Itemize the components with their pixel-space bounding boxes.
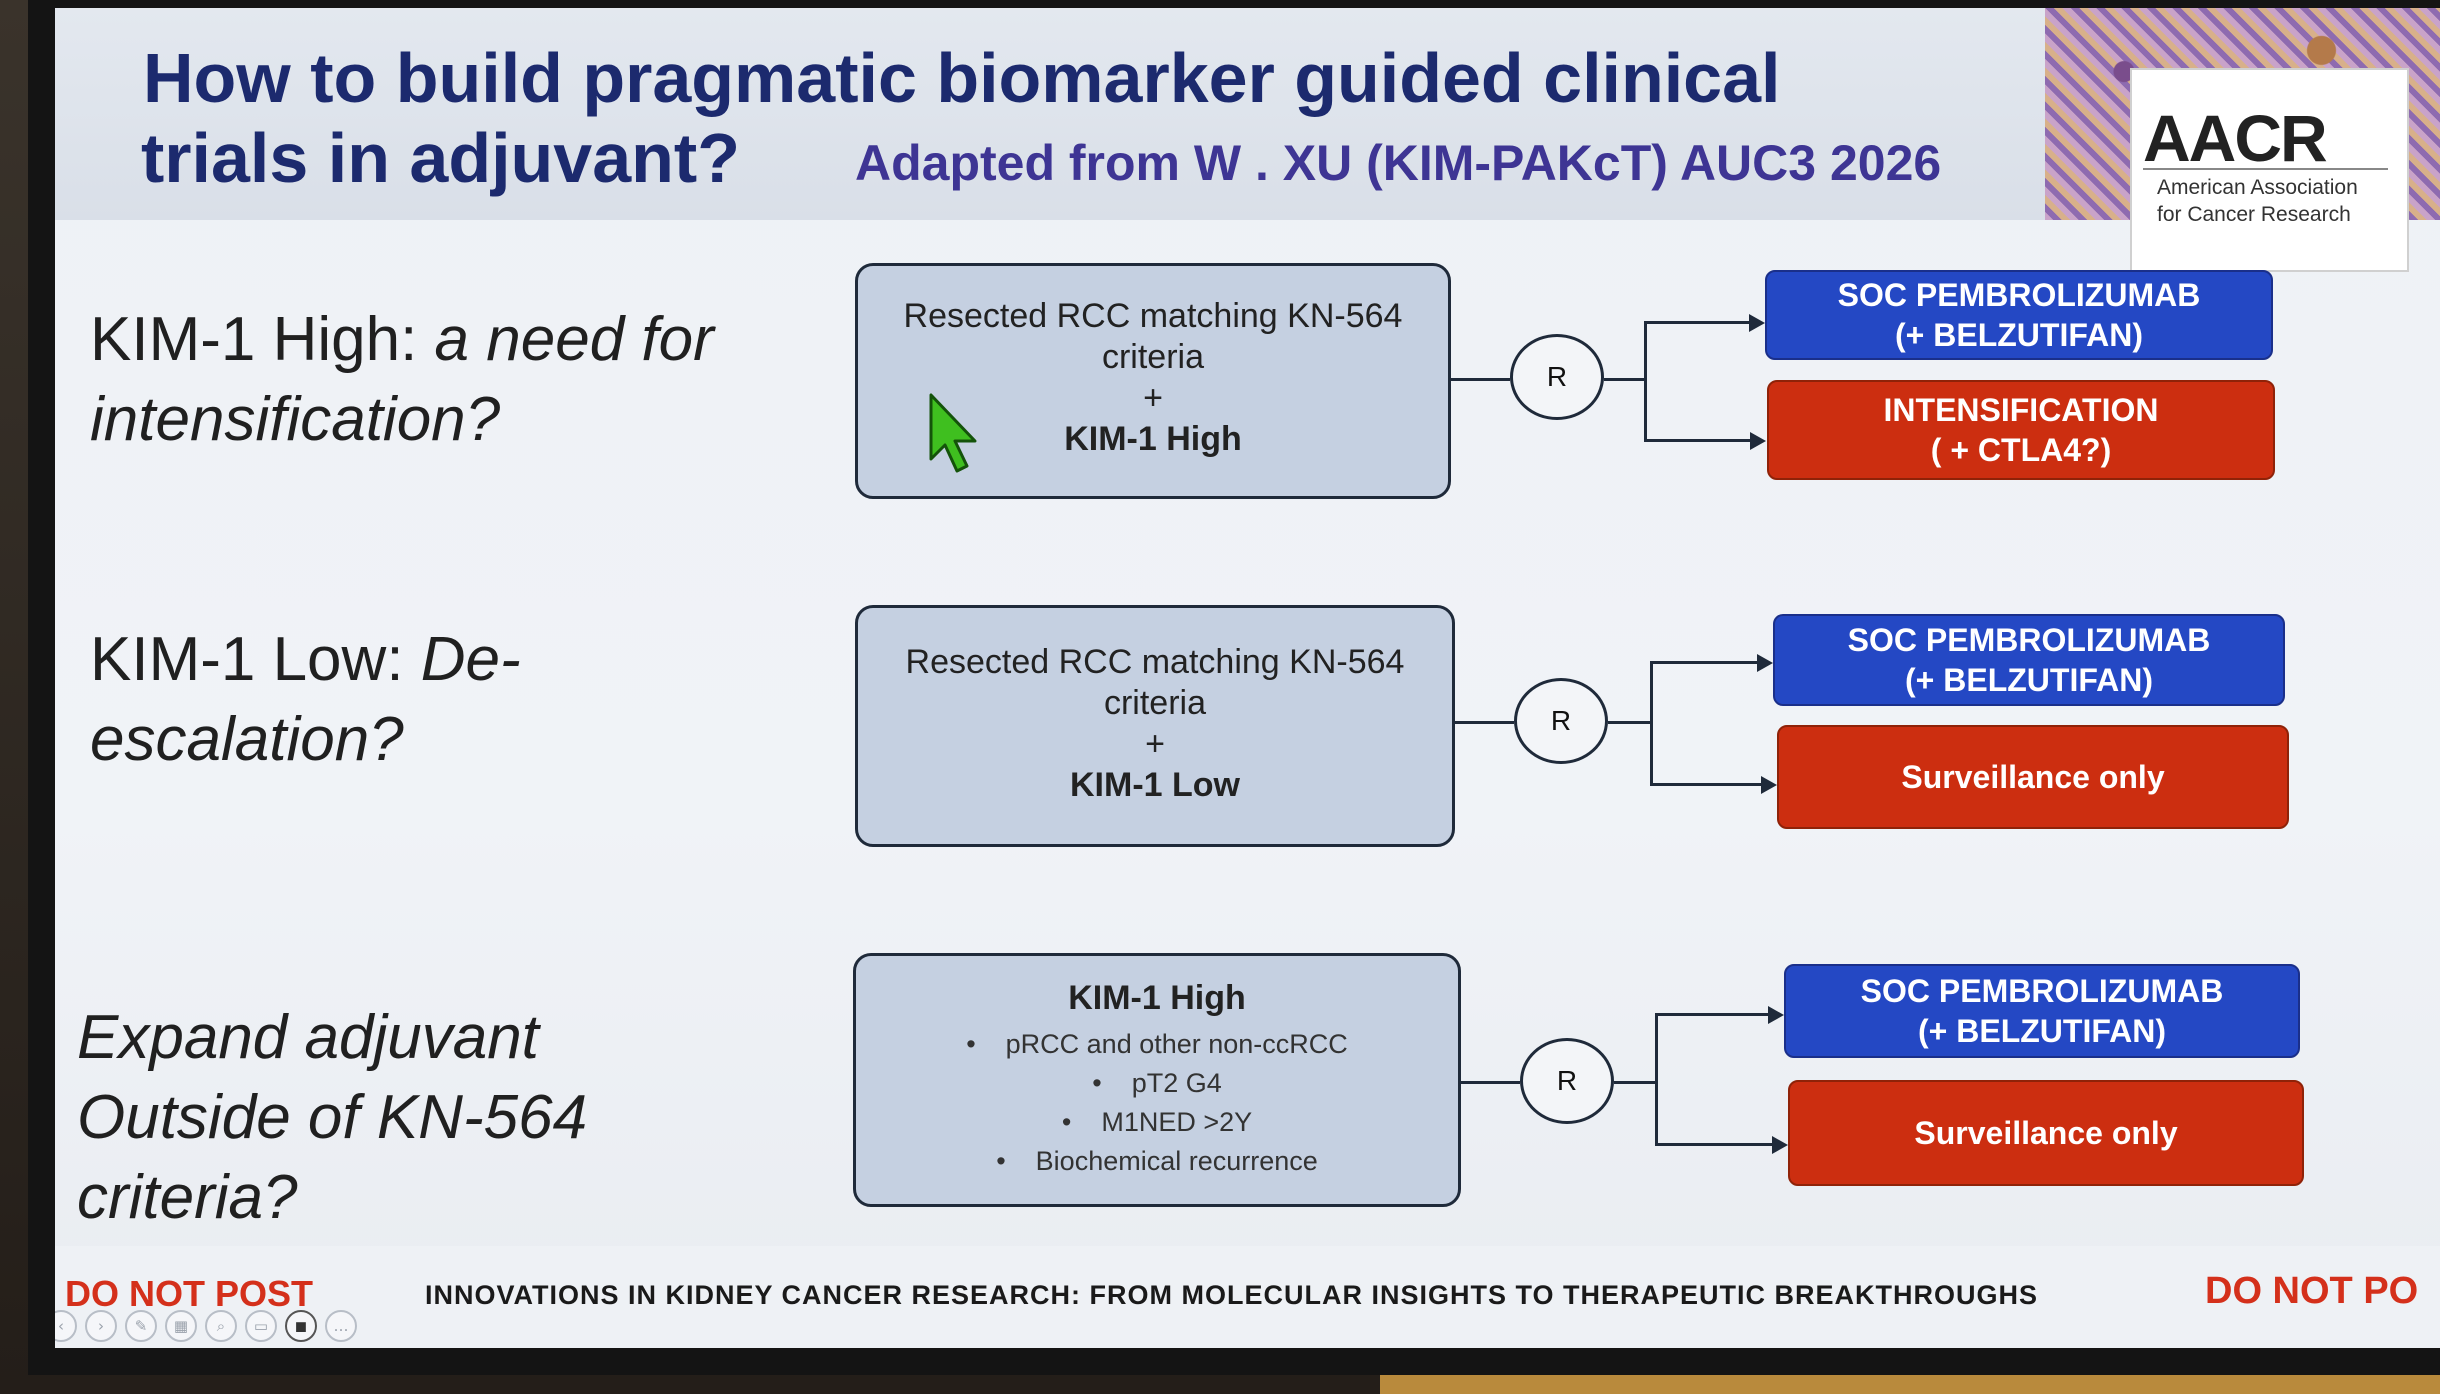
row3-arm-soc-line-1: SOC PEMBROLIZUMAB	[1860, 973, 2224, 1009]
row3-population-box: KIM-1 High • pRCC and other non-ccRCC • …	[853, 953, 1461, 1207]
row1-question-prefix: KIM-1 High:	[90, 305, 435, 374]
row3-bullet: • pRCC and other non-ccRCC	[966, 1029, 1348, 1059]
row3-question-line-1: Expand adjuvant	[77, 1003, 539, 1072]
row2-branch	[1650, 661, 1653, 785]
row2-connector	[1608, 721, 1651, 724]
row1-box-line-2: criteria	[1101, 338, 1205, 376]
row1-randomization-node: R	[1510, 334, 1604, 420]
row2-arm-surveillance-label: Surveillance only	[1901, 759, 2165, 795]
conference-banner: INNOVATIONS IN KIDNEY CANCER RESEARCH: F…	[425, 1280, 2039, 1310]
row1-box-plus: +	[1143, 379, 1163, 417]
row2-arm-soc: SOC PEMBROLIZUMAB (+ BELZUTIFAN)	[1773, 614, 2285, 706]
row3-connector	[1461, 1081, 1520, 1084]
row3-branch	[1655, 1013, 1658, 1145]
row3-box-biomarker: KIM-1 High	[1068, 979, 1246, 1017]
row1-arm-intensification-line-1: INTENSIFICATION	[1883, 392, 2159, 428]
row3-bullet-text: M1NED >2Y	[1101, 1107, 1253, 1137]
row3-bullet-text: pRCC and other non-ccRCC	[1005, 1029, 1348, 1059]
do-not-post-left: DO NOT POST	[65, 1273, 314, 1314]
row1-arm-soc: SOC PEMBROLIZUMAB (+ BELZUTIFAN)	[1765, 270, 2273, 360]
row3-bullet: • M1NED >2Y	[1061, 1107, 1253, 1137]
row3-arm-soc: SOC PEMBROLIZUMAB (+ BELZUTIFAN)	[1784, 964, 2300, 1058]
floor-strip	[1380, 1375, 2440, 1394]
row3-arm-surveillance: Surveillance only	[1788, 1080, 2304, 1186]
row3-bullet-text: Biochemical recurrence	[1035, 1146, 1318, 1176]
row1-connector	[1604, 378, 1645, 381]
row2-randomization-node: R	[1514, 678, 1608, 764]
row2-branch-bottom	[1650, 783, 1762, 786]
mouse-pointer-icon	[929, 393, 977, 473]
header-band	[55, 8, 2440, 220]
arrowhead-icon	[1757, 654, 1773, 672]
row1-arm-intensification: INTENSIFICATION ( + CTLA4?)	[1767, 380, 2275, 480]
zoom-icon[interactable]: ⌕	[205, 1310, 237, 1342]
row2-connector	[1455, 721, 1514, 724]
row2-box-line-2: criteria	[1103, 684, 1207, 722]
aacr-logo-subtitle-2: for Cancer Research	[2157, 203, 2351, 226]
aacr-logo-subtitle-1: American Association	[2157, 176, 2358, 199]
row1-arm-soc-line-1: SOC PEMBROLIZUMAB	[1837, 277, 2201, 313]
do-not-post-right: DO NOT PO	[2205, 1270, 2419, 1312]
row1-connector	[1451, 378, 1510, 381]
row3-bullet: • Biochemical recurrence	[996, 1146, 1318, 1176]
subtitles-icon[interactable]: ▭	[245, 1310, 277, 1342]
arrowhead-icon	[1749, 314, 1765, 332]
arrowhead-icon	[1772, 1136, 1788, 1154]
row1-question-italic: a need for	[434, 305, 714, 374]
row1-population-box: Resected RCC matching KN-564 criteria + …	[855, 263, 1451, 499]
pen-icon[interactable]: ✎	[125, 1310, 157, 1342]
row2-branch-top	[1650, 661, 1758, 664]
row2-question-prefix: KIM-1 Low:	[90, 625, 421, 694]
row2-box-biomarker: KIM-1 Low	[1070, 766, 1240, 804]
row3-question-line-2: Outside of KN-564	[77, 1083, 588, 1152]
presentation-slide: How to build pragmatic biomarker guided …	[55, 8, 2440, 1348]
row2-arm-soc-line-2: (+ BELZUTIFAN)	[1905, 662, 2153, 698]
more-options-icon[interactable]: …	[325, 1310, 357, 1342]
next-slide-icon[interactable]: ›	[85, 1310, 117, 1342]
row2-box-line-1: Resected RCC matching KN-564	[905, 643, 1405, 681]
row3-bullet: • pT2 G4	[1092, 1068, 1222, 1098]
previous-slide-icon[interactable]: ‹	[55, 1310, 77, 1342]
footer-band	[55, 1246, 2440, 1348]
row2-question-line-2: escalation?	[90, 705, 404, 774]
row3-arm-surveillance-label: Surveillance only	[1914, 1115, 2178, 1151]
logo-divider	[2143, 168, 2388, 170]
row1-box-line-1: Resected RCC matching KN-564	[903, 297, 1403, 335]
row1-question-line-2: intensification?	[90, 385, 501, 454]
camera-icon[interactable]: ◼	[285, 1310, 317, 1342]
slides-grid-icon[interactable]: ▦	[165, 1310, 197, 1342]
arrowhead-icon	[1761, 776, 1777, 794]
row3-branch-top	[1655, 1013, 1769, 1016]
slide-title-line-1: How to build pragmatic biomarker guided …	[143, 39, 1781, 117]
row1-branch	[1644, 321, 1647, 441]
row2-population-box: Resected RCC matching KN-564 criteria + …	[855, 605, 1455, 847]
slide-subtitle: Adapted from W . XU (KIM-PAKcT) AUC3 202…	[855, 135, 1942, 191]
aacr-logo-text: AACR	[2143, 101, 2328, 175]
arrowhead-icon	[1768, 1006, 1784, 1024]
row1-branch-top	[1644, 321, 1750, 324]
row3-bullet-text: pT2 G4	[1131, 1068, 1222, 1098]
aacr-logo	[2130, 68, 2409, 272]
row1-box-biomarker: KIM-1 High	[1064, 420, 1242, 458]
row1-arm-intensification-line-2: ( + CTLA4?)	[1930, 432, 2112, 468]
row2-arm-surveillance: Surveillance only	[1777, 725, 2289, 829]
row1-branch-bottom	[1644, 439, 1751, 442]
row2-box-plus: +	[1145, 725, 1165, 763]
row3-arm-soc-line-2: (+ BELZUTIFAN)	[1918, 1013, 2166, 1049]
row3-branch-bottom	[1655, 1143, 1773, 1146]
slideshow-controls: ‹ › ✎ ▦ ⌕ ▭ ◼ …	[55, 1310, 357, 1342]
row2-question-italic: De-	[420, 625, 521, 694]
row3-question-line-3: criteria?	[77, 1163, 298, 1232]
row1-arm-soc-line-2: (+ BELZUTIFAN)	[1895, 317, 2143, 353]
row2-arm-soc-line-1: SOC PEMBROLIZUMAB	[1847, 622, 2211, 658]
row3-connector	[1614, 1081, 1656, 1084]
row2-question-line-1: KIM-1 Low: De-	[90, 620, 521, 700]
arrowhead-icon	[1750, 432, 1766, 450]
row3-randomization-node: R	[1520, 1038, 1614, 1124]
slide-title-line-2: trials in adjuvant?	[141, 119, 740, 197]
row1-question-line-1: KIM-1 High: a need for	[90, 300, 714, 380]
